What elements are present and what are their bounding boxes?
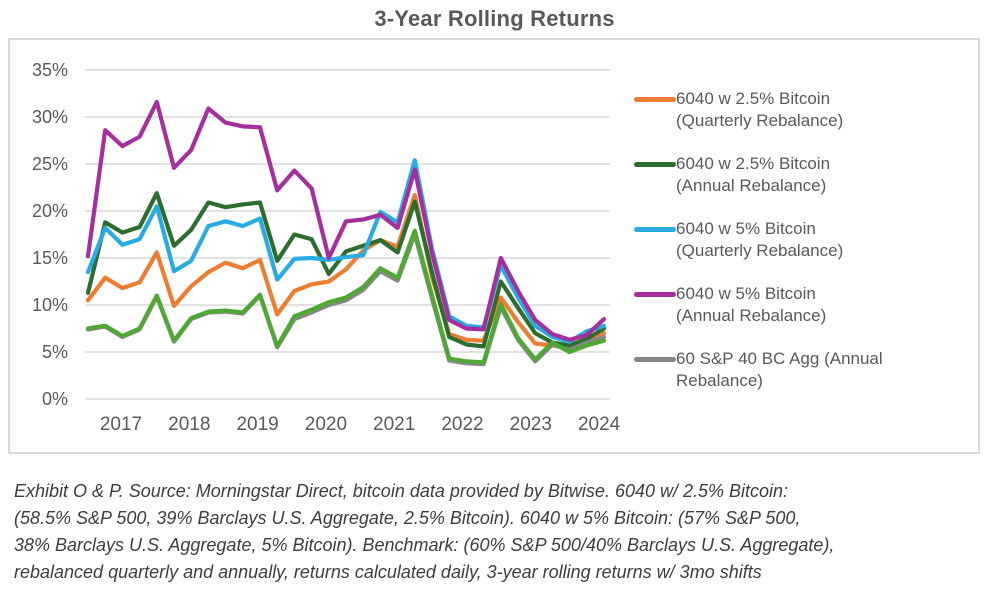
legend-label-line: 60 S&P 40 BC Agg (Annual <box>676 348 883 368</box>
footer-line: rebalanced quarterly and annually, retur… <box>14 562 762 582</box>
x-tick-label: 2018 <box>168 414 210 435</box>
legend-label-line: (Annual Rebalance) <box>676 176 827 196</box>
legend-label: 6040 w 2.5% Bitcoin (Annual Rebalance) <box>676 153 830 198</box>
y-tick-label: 0% <box>42 389 68 409</box>
legend-label: 60 S&P 40 BC Agg (Annual Rebalance) <box>676 348 883 393</box>
chart-svg: 0% 5% 10% 15% 20% 25% 30% 35% 2017 2018 2019 2020 20… <box>32 60 621 435</box>
legend-item: 6040 w 5% Bitcoin (Quarterly Rebalance) <box>634 218 974 263</box>
series-line-6040-w-2-5-bitcoin-annual-rebalance- <box>85 191 607 349</box>
legend-label-line: Rebalance) <box>676 370 763 390</box>
legend-label-line: 6040 w 5% Bitcoin <box>676 218 816 238</box>
footer-note: Exhibit O & P. Source: Morningstar Direc… <box>14 478 979 586</box>
legend-item: 6040 w 2.5% Bitcoin (Annual Rebalance) <box>634 153 974 198</box>
y-tick-label: 15% <box>32 248 68 268</box>
series-line-60-s-p-40-bc-agg-unlabeled-green-line- <box>85 228 607 365</box>
legend-item: 6040 w 5% Bitcoin (Annual Rebalance) <box>634 283 974 328</box>
legend-label: 6040 w 2.5% Bitcoin (Quarterly Rebalance) <box>676 88 843 133</box>
legend-label-line: (Quarterly Rebalance) <box>676 241 844 261</box>
legend-label-line: (Quarterly Rebalance) <box>676 111 844 131</box>
legend-label-line: 6040 w 5% Bitcoin <box>676 283 816 303</box>
y-tick-label: 30% <box>32 107 68 127</box>
page-title: 3-Year Rolling Returns <box>374 6 615 31</box>
x-tick-label: 2024 <box>578 414 621 435</box>
legend-label: 6040 w 5% Bitcoin (Quarterly Rebalance) <box>676 218 843 263</box>
legend-label-line: (Annual Rebalance) <box>676 306 827 326</box>
legend-label-line: 6040 w 2.5% Bitcoin <box>676 153 831 173</box>
series-line-6040-w-5-bitcoin-annual-rebalance- <box>85 99 607 342</box>
x-tick-label: 2019 <box>236 414 278 435</box>
chart-panel: 0% 5% 10% 15% 20% 25% 30% 35% 2017 2018 2019 2020 20… <box>8 38 980 454</box>
legend-swatch-icon <box>634 161 676 167</box>
legend-swatch-icon <box>634 291 676 297</box>
legend-label: 6040 w 5% Bitcoin (Annual Rebalance) <box>676 283 826 328</box>
x-tick-label: 2023 <box>510 414 552 435</box>
y-tick-label: 5% <box>42 342 68 362</box>
x-tick-label: 2017 <box>100 414 142 435</box>
legend-swatch-icon <box>634 226 676 232</box>
y-tick-label: 20% <box>32 201 68 221</box>
y-tick-label: 35% <box>32 60 68 80</box>
series-line-6040-w-2-5-bitcoin-quarterly-rebalance- <box>85 192 607 350</box>
series-line-6040-w-5-bitcoin-quarterly-rebalance- <box>85 158 607 344</box>
legend-swatch-icon <box>634 356 676 362</box>
chart-legend: 6040 w 2.5% Bitcoin (Quarterly Rebalance)… <box>634 88 974 392</box>
y-tick-label: 10% <box>32 295 68 315</box>
legend-swatch-icon <box>634 97 676 102</box>
footer-line: Exhibit O & P. Source: Morningstar Direc… <box>14 481 789 501</box>
legend-item: 60 S&P 40 BC Agg (Annual Rebalance) <box>634 348 974 393</box>
legend-item: 6040 w 2.5% Bitcoin (Quarterly Rebalance) <box>634 88 974 133</box>
footer-line: (58.5% S&P 500, 39% Barclays U.S. Aggreg… <box>14 508 801 528</box>
footer-line: 38% Barclays U.S. Aggregate, 5% Bitcoin)… <box>14 535 835 555</box>
x-tick-label: 2020 <box>305 414 347 435</box>
x-tick-label: 2022 <box>441 414 483 435</box>
x-tick-label: 2021 <box>373 414 415 435</box>
legend-label-line: 6040 w 2.5% Bitcoin <box>676 89 831 108</box>
y-tick-label: 25% <box>32 154 68 174</box>
